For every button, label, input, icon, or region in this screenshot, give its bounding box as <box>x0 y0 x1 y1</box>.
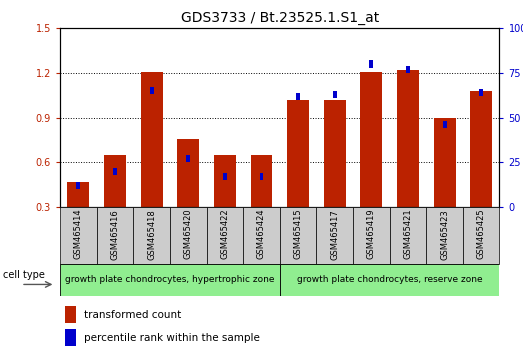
Bar <box>243 207 280 264</box>
Bar <box>177 138 199 207</box>
Bar <box>406 66 410 73</box>
Bar <box>67 182 89 207</box>
Text: GSM465419: GSM465419 <box>367 209 376 259</box>
Bar <box>60 264 280 296</box>
Bar <box>223 173 227 180</box>
Bar <box>214 155 236 207</box>
Bar <box>60 207 97 264</box>
Bar <box>353 207 390 264</box>
Text: GSM465422: GSM465422 <box>220 209 230 259</box>
Bar <box>104 155 126 207</box>
Text: transformed count: transformed count <box>84 309 181 320</box>
Bar <box>64 329 75 347</box>
Bar <box>390 207 426 264</box>
Bar <box>369 61 373 68</box>
Text: GSM465423: GSM465423 <box>440 209 449 259</box>
Text: GSM465424: GSM465424 <box>257 209 266 259</box>
Bar <box>141 72 163 207</box>
Text: GSM465417: GSM465417 <box>330 209 339 259</box>
Text: GSM465421: GSM465421 <box>403 209 413 259</box>
Bar <box>360 72 382 207</box>
Bar <box>207 207 243 264</box>
Bar <box>296 93 300 100</box>
Bar <box>333 91 337 98</box>
Text: GSM465420: GSM465420 <box>184 209 193 259</box>
Text: GSM465414: GSM465414 <box>74 209 83 259</box>
Text: growth plate chondrocytes, reserve zone: growth plate chondrocytes, reserve zone <box>297 275 482 284</box>
Bar <box>280 264 499 296</box>
Text: percentile rank within the sample: percentile rank within the sample <box>84 333 260 343</box>
Bar <box>463 207 499 264</box>
Bar <box>470 91 492 207</box>
Bar <box>150 87 154 95</box>
Bar <box>397 70 419 207</box>
Text: GSM465418: GSM465418 <box>147 209 156 259</box>
Bar <box>76 182 81 189</box>
Bar <box>434 118 456 207</box>
Bar <box>251 155 272 207</box>
Bar <box>479 89 483 96</box>
Bar <box>64 306 75 323</box>
Bar <box>259 173 264 180</box>
Text: GSM465416: GSM465416 <box>110 209 120 259</box>
Bar <box>316 207 353 264</box>
Bar <box>186 155 190 162</box>
Bar <box>280 207 316 264</box>
Bar <box>287 100 309 207</box>
Text: GSM465425: GSM465425 <box>476 209 486 259</box>
Bar <box>97 207 133 264</box>
Text: GSM465415: GSM465415 <box>293 209 303 259</box>
Text: growth plate chondrocytes, hypertrophic zone: growth plate chondrocytes, hypertrophic … <box>65 275 275 284</box>
Title: GDS3733 / Bt.23525.1.S1_at: GDS3733 / Bt.23525.1.S1_at <box>180 11 379 24</box>
Bar <box>442 121 447 129</box>
Text: cell type: cell type <box>3 270 45 280</box>
Bar <box>113 168 117 175</box>
Bar <box>426 207 463 264</box>
Bar <box>170 207 207 264</box>
Bar <box>324 100 346 207</box>
Bar <box>133 207 170 264</box>
